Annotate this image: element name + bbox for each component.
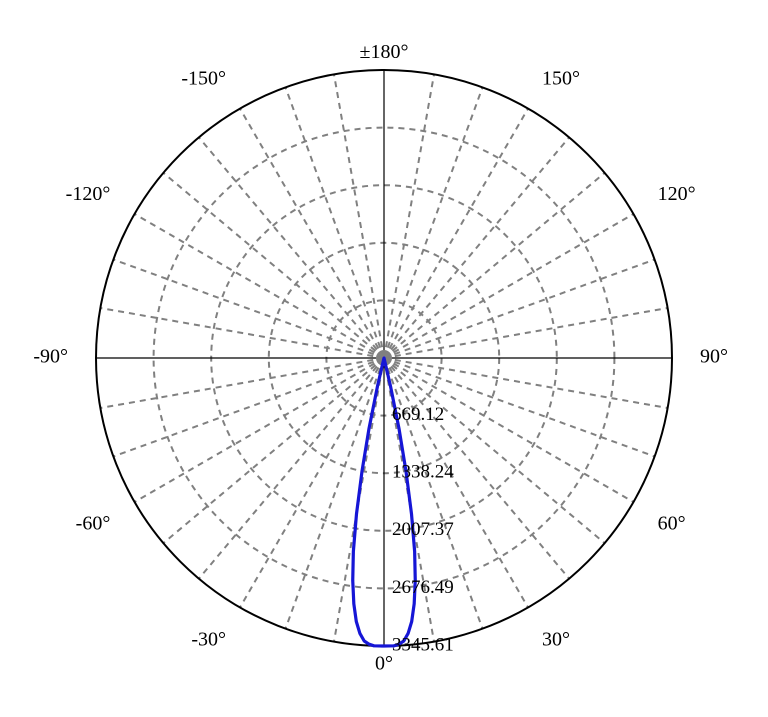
radial-label: 2676.49 [392,577,454,598]
angle-label: -30° [191,628,226,650]
angle-label: 90° [700,346,728,368]
angle-label: -90° [33,346,68,368]
angle-label: -120° [66,183,111,205]
radial-label: 1338.24 [392,462,454,483]
angle-label: 0° [375,653,393,675]
radial-label: 2007.37 [392,519,454,540]
angle-label: -60° [76,513,111,535]
polar-svg: 0° 30° 60° 90° 120° 150° ±180° -150° -120° -90° -6… [0,0,768,717]
angle-label: 120° [658,183,696,205]
angle-label: -150° [181,67,226,89]
angle-label: 30° [542,628,570,650]
polar-chart: 0° 30° 60° 90° 120° 150° ±180° -150° -120° -90° -6… [0,0,768,717]
angle-label: ±180° [360,41,409,63]
angle-label: 60° [658,513,686,535]
radial-label: 669.12 [392,404,444,425]
radial-label: 3345.61 [392,634,454,655]
angle-label: 150° [542,67,580,89]
